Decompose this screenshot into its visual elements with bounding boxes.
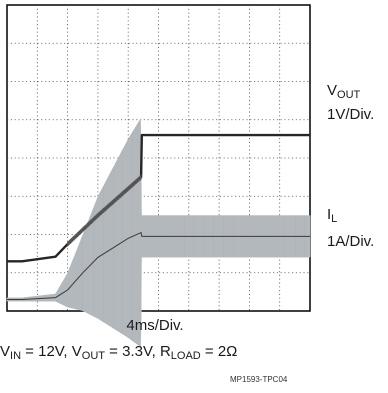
il-label: IL (327, 206, 338, 225)
il-trace (6, 118, 311, 348)
test-conditions: VIN = 12V, VOUT = 3.3V, RLOAD = 2Ω (0, 343, 238, 362)
vout-scale-label: 1V/Div. (327, 106, 375, 123)
vout-trace (7, 133, 310, 263)
il-scale-label: 1A/Div. (327, 233, 375, 250)
plot-grid (7, 5, 310, 311)
vout-ramp-noise (67, 174, 142, 247)
figure-id: MP1593-TPC04 (230, 375, 288, 384)
vout-label: VOUT (327, 82, 361, 101)
time-scale-label: 4ms/Div. (126, 317, 184, 334)
il-center-line (7, 231, 310, 300)
